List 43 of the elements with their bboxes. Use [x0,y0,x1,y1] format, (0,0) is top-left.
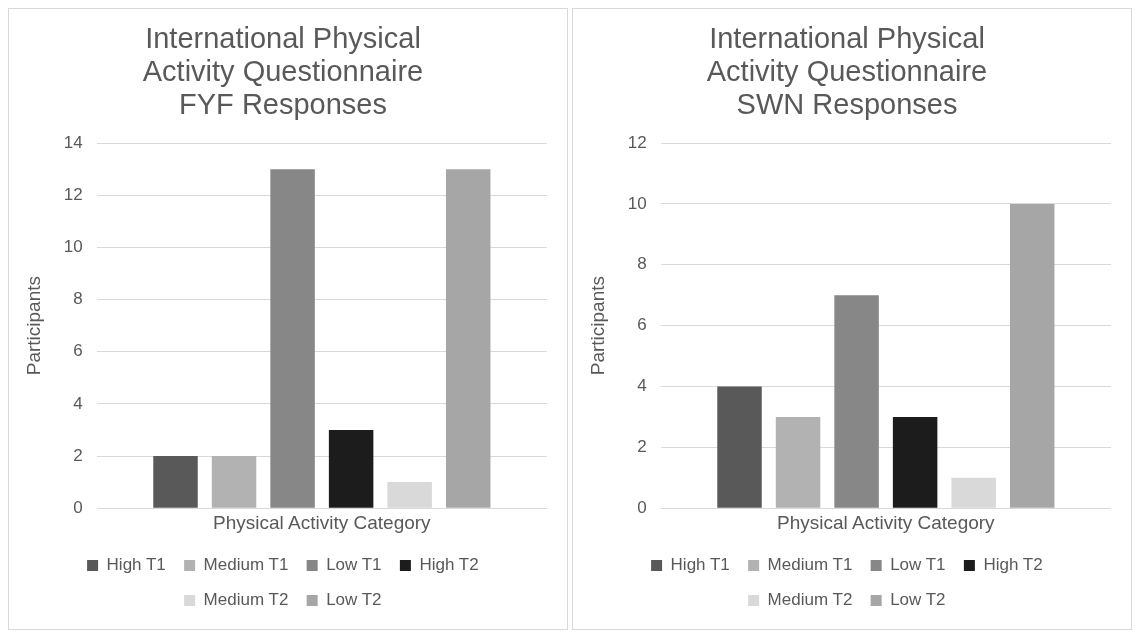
y-tick-label: 6 [637,315,647,335]
bar [892,416,938,508]
legend-label: Low T1 [890,555,946,575]
bar [153,456,198,508]
y-tick-label: 8 [73,289,83,309]
legend-label: Medium T1 [203,555,289,575]
bar [211,456,257,508]
y-axis-title: Participants [22,275,44,376]
y-tick-label: 10 [627,193,647,213]
y-tick-label: 12 [63,184,83,204]
y-tick-label: 4 [637,376,647,396]
chart-title: International Physical Activity Questionnaire SWN Responses [706,21,988,121]
y-tick-label: 0 [73,497,83,517]
y-axis-title: Participants [586,275,608,376]
legend-label: Low T2 [326,590,382,610]
legend-label: High T2 [983,555,1043,575]
x-axis-title: Physical Activity Category [777,511,996,533]
bar [834,295,879,508]
legend-label: Medium T2 [203,590,289,610]
x-axis-title: Physical Activity Category [213,511,432,533]
bar [328,429,374,508]
y-tick-label: 2 [637,437,647,457]
legend-label: Medium T1 [767,555,853,575]
bar [775,416,821,508]
bar [1009,203,1055,508]
y-tick-label: 12 [627,132,647,152]
y-tick-label: 4 [73,393,83,413]
y-tick-label: 8 [637,254,647,274]
legend-label: Medium T2 [767,590,853,610]
y-tick-label: 6 [73,341,83,361]
y-tick-label: 10 [63,237,83,257]
legend-label: Low T2 [890,590,946,610]
bar [270,169,315,508]
y-tick-label: 14 [63,132,83,152]
legend-label: High T1 [670,555,730,575]
bar [445,169,491,508]
legend-label: High T2 [419,555,479,575]
legend-label: High T1 [106,555,166,575]
bar [717,386,762,508]
y-tick-label: 0 [637,497,647,517]
legend-label: Low T1 [326,555,382,575]
y-tick-label: 2 [73,445,83,465]
chart-title: International Physical Activity Questionnaire FYF Responses [142,21,424,121]
